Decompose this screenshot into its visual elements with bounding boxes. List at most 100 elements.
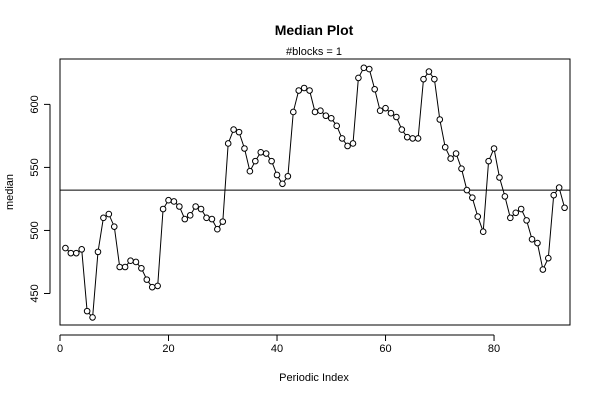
y-tick-label: 450	[29, 284, 41, 302]
data-point	[414, 135, 422, 142]
data-point	[214, 225, 221, 233]
data-point	[420, 75, 427, 83]
data-point	[528, 235, 536, 243]
data-point	[252, 157, 259, 165]
data-point	[365, 65, 373, 73]
data-point	[344, 142, 351, 150]
data-point	[550, 191, 558, 199]
data-point	[176, 203, 183, 210]
data-point	[83, 307, 91, 315]
data-point	[273, 171, 281, 179]
data-point	[431, 75, 438, 83]
data-point	[186, 212, 194, 219]
data-point	[512, 209, 520, 217]
x-tick-label: 80	[488, 343, 500, 355]
data-point	[317, 107, 324, 114]
data-point	[181, 215, 189, 223]
data-point	[360, 64, 368, 72]
data-point	[458, 165, 465, 172]
data-point	[355, 74, 362, 82]
x-tick-label: 40	[271, 343, 283, 355]
data-point	[208, 215, 216, 223]
data-point	[295, 87, 303, 94]
x-tick-label: 0	[57, 343, 63, 355]
data-point	[246, 167, 254, 175]
data-point	[143, 276, 151, 283]
y-axis-label: median	[4, 174, 16, 210]
data-point	[154, 282, 161, 290]
data-point	[219, 218, 227, 225]
data-point	[170, 198, 178, 205]
data-point	[322, 112, 330, 120]
data-point	[262, 150, 270, 157]
data-point	[349, 140, 357, 147]
data-point	[116, 263, 123, 271]
data-point	[284, 172, 292, 180]
data-point	[78, 246, 86, 253]
data-point	[148, 283, 156, 291]
data-point	[300, 84, 308, 92]
chart-title: Median Plot	[275, 22, 354, 38]
data-point	[235, 128, 243, 136]
data-point	[105, 210, 113, 218]
data-point	[72, 249, 80, 257]
data-point	[121, 263, 129, 271]
data-point	[94, 248, 102, 256]
data-point	[534, 239, 541, 247]
chart-subtitle: #blocks = 1	[286, 46, 342, 58]
x-axis-label: Periodic Index	[279, 372, 349, 384]
data-point	[376, 107, 384, 114]
data-points	[62, 64, 568, 321]
y-axis: 450 500 550 600	[29, 95, 51, 303]
data-point	[371, 85, 378, 93]
data-point	[409, 135, 416, 142]
x-tick-label: 60	[379, 343, 391, 355]
data-point	[138, 264, 145, 272]
data-point	[333, 122, 341, 130]
data-point	[338, 135, 346, 142]
data-point	[230, 126, 237, 133]
data-point	[159, 205, 167, 213]
data-point	[89, 314, 96, 321]
data-point	[496, 174, 503, 181]
x-tick-label: 20	[162, 343, 174, 355]
data-point	[197, 205, 205, 213]
data-point	[311, 108, 319, 116]
data-point	[479, 228, 487, 236]
data-point	[463, 186, 471, 194]
plot-frame	[59, 58, 571, 326]
data-point	[507, 214, 514, 222]
data-point	[474, 213, 482, 220]
data-point	[224, 140, 232, 147]
data-point	[490, 145, 498, 152]
data-point	[268, 157, 275, 165]
data-point	[425, 68, 433, 75]
data-point	[327, 114, 335, 122]
data-point	[452, 150, 460, 157]
data-point	[555, 184, 563, 191]
x-axis: 0 20 40 60 80	[57, 334, 500, 355]
data-point	[517, 205, 525, 213]
data-point	[132, 258, 140, 266]
data-point	[382, 104, 389, 112]
data-point	[387, 109, 395, 117]
data-point	[62, 244, 69, 252]
y-tick-label: 600	[29, 95, 41, 113]
data-point	[436, 116, 444, 123]
data-point	[127, 257, 134, 265]
data-point	[441, 143, 449, 151]
data-point	[100, 214, 107, 222]
data-point	[523, 217, 530, 224]
data-point	[203, 214, 210, 222]
data-point	[469, 194, 476, 201]
data-point	[165, 196, 172, 204]
data-point	[501, 193, 509, 200]
data-point	[306, 87, 313, 94]
data-point	[485, 157, 492, 165]
y-tick-label: 500	[29, 221, 41, 239]
data-point	[403, 133, 411, 141]
y-tick-label: 550	[29, 158, 41, 176]
data-point	[67, 249, 75, 257]
data-point	[393, 113, 400, 121]
